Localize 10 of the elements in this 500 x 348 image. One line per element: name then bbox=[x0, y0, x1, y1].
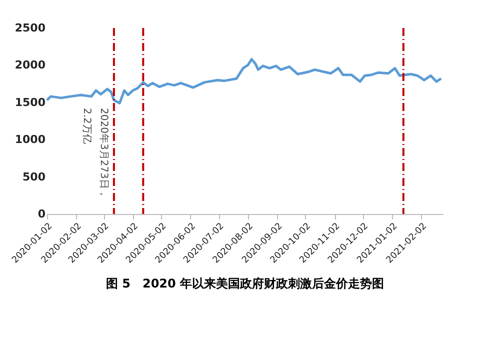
y-tick-label: 2000 bbox=[14, 58, 46, 72]
annotation: 2.2万亿 bbox=[81, 108, 92, 144]
y-tick-label: 500 bbox=[22, 170, 46, 184]
y-tick-label: 0 bbox=[38, 208, 46, 220]
text: 图 5 2020 年以来美国政府财政刺激后金价走势图 bbox=[106, 276, 384, 290]
y-tick-label: 1500 bbox=[14, 96, 46, 109]
annotation: 2020年3月273日， bbox=[98, 108, 110, 199]
y-tick-label: 1000 bbox=[14, 133, 46, 146]
y-tick-label: 2500 bbox=[14, 22, 46, 34]
line-series bbox=[46, 58, 442, 104]
